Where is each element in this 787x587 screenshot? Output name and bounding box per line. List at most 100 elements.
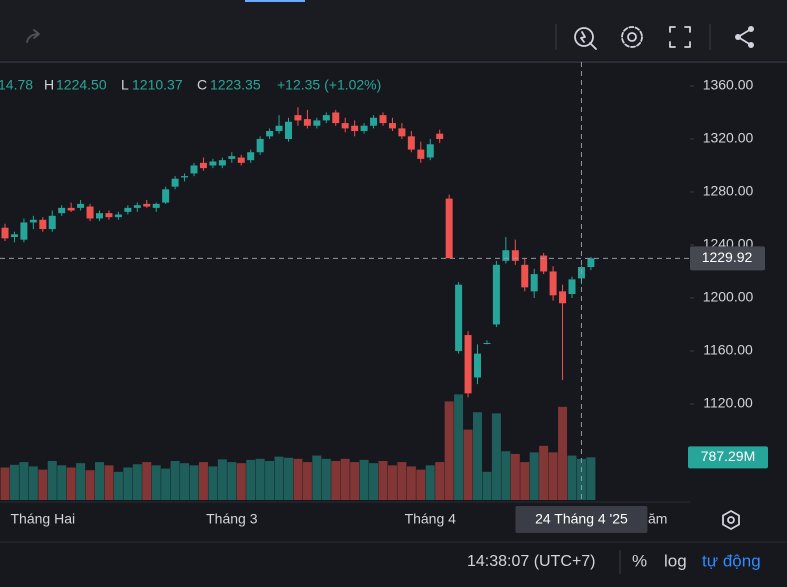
y-tick-label: 1160.00 — [703, 342, 753, 358]
volume-bar — [567, 455, 577, 500]
crosshair-date-box — [515, 506, 648, 533]
volume-label-box — [688, 446, 768, 469]
volume-bar — [321, 458, 331, 500]
volume-bar — [463, 429, 473, 500]
legend-high: 1224.50 — [56, 77, 107, 93]
volume-bar — [340, 458, 350, 500]
share-button[interactable] — [735, 26, 754, 48]
volume-bar — [274, 456, 284, 500]
fullscreen-button[interactable] — [669, 26, 691, 48]
volume-bar — [9, 464, 19, 500]
volume-bar — [284, 457, 293, 500]
volume-bar — [406, 466, 416, 500]
candle-body — [77, 203, 85, 208]
candle-body — [209, 161, 217, 166]
volume-bar — [302, 462, 312, 500]
candle-body — [303, 119, 311, 126]
candle-body — [256, 138, 264, 153]
candle-body — [521, 264, 529, 288]
candle-body — [436, 133, 444, 139]
candle-body — [502, 250, 510, 261]
candle-body — [360, 125, 368, 132]
volume-bar — [198, 462, 208, 500]
legend-label: L — [121, 77, 129, 93]
y-tick-label: 1360.00 — [703, 77, 754, 93]
volume-bar — [473, 412, 482, 500]
volume-bar — [0, 467, 10, 500]
volume-bar — [425, 465, 435, 500]
volume-bar — [520, 462, 530, 500]
volume-bar — [208, 466, 218, 500]
candle-body — [247, 152, 255, 161]
volume-bar — [378, 461, 388, 500]
legend: 14.78 H 1224.50 L 1210.37 C 1223.35 +12.… — [0, 77, 381, 93]
volume-bar — [123, 467, 133, 500]
candle-body — [96, 213, 103, 219]
candle-body — [237, 157, 245, 163]
volume-bar — [435, 462, 445, 500]
volume-bar — [28, 466, 38, 500]
candle-body — [388, 123, 396, 129]
candle-body — [190, 165, 198, 174]
auto-button[interactable]: tự động — [702, 551, 761, 570]
y-tick-label: 1320.00 — [703, 130, 754, 146]
candle-body — [379, 115, 387, 124]
volume-bar — [19, 462, 29, 500]
alert-button[interactable] — [574, 27, 597, 50]
volume-bar — [57, 465, 67, 500]
candle-body — [285, 121, 292, 139]
legend-label: C — [197, 77, 207, 93]
candle-body — [39, 219, 47, 230]
volume-bar — [454, 394, 464, 500]
candle-body — [171, 178, 179, 187]
volume-bar — [142, 462, 152, 500]
candle-body — [511, 250, 519, 261]
volume-bar — [217, 459, 227, 500]
candle-body — [351, 125, 359, 132]
candle-body — [266, 131, 274, 137]
legend-low: 1210.37 — [132, 77, 183, 93]
volume-bar — [66, 467, 76, 500]
last-price-box — [690, 246, 765, 271]
candle-body — [124, 207, 132, 212]
percent-button[interactable]: % — [632, 551, 647, 570]
volume-bar — [113, 471, 123, 500]
volume-bar — [151, 465, 161, 500]
candle-body — [559, 291, 567, 304]
volume-bar — [265, 461, 275, 500]
settings-button[interactable] — [621, 26, 643, 48]
crosshair-date: 24 Tháng 4 '25 — [535, 511, 628, 527]
volume-bar — [331, 461, 341, 500]
candle-body — [162, 189, 170, 203]
legend-close: 1223.35 — [210, 77, 261, 93]
x-tick-label: Tháng 3 — [206, 511, 258, 527]
x-tick-label: Tháng Hai — [11, 511, 76, 527]
x-tick-label: Tháng 4 — [405, 511, 457, 527]
volume-bar — [369, 463, 379, 500]
volume-label: 787.29M — [701, 448, 755, 464]
volume-bar — [85, 470, 95, 500]
redo-button[interactable] — [26, 29, 40, 43]
volume-bar — [95, 462, 104, 500]
candle-body — [20, 222, 28, 240]
tab-indicator — [245, 0, 305, 2]
volume-bar — [104, 465, 114, 500]
volume-bar — [132, 464, 142, 500]
time-axis-settings[interactable] — [722, 510, 740, 530]
candle-body — [48, 215, 56, 230]
log-button[interactable]: log — [664, 551, 687, 570]
y-tick-label: 1120.00 — [703, 395, 753, 411]
candle-body — [341, 123, 349, 129]
candle-body — [587, 258, 595, 268]
volume-bar — [482, 471, 492, 500]
clock: 14:38:07 (UTC+7) — [467, 553, 596, 570]
candle-body — [218, 160, 226, 166]
volume-bar — [350, 462, 360, 500]
candle-body — [181, 176, 189, 178]
legend-open: 14.78 — [0, 77, 33, 93]
volume-bar — [236, 463, 246, 500]
plot-area — [0, 107, 596, 500]
y-tick-label: 1280.00 — [703, 183, 754, 199]
volume-bar — [246, 459, 256, 500]
volume-bar — [227, 462, 237, 500]
